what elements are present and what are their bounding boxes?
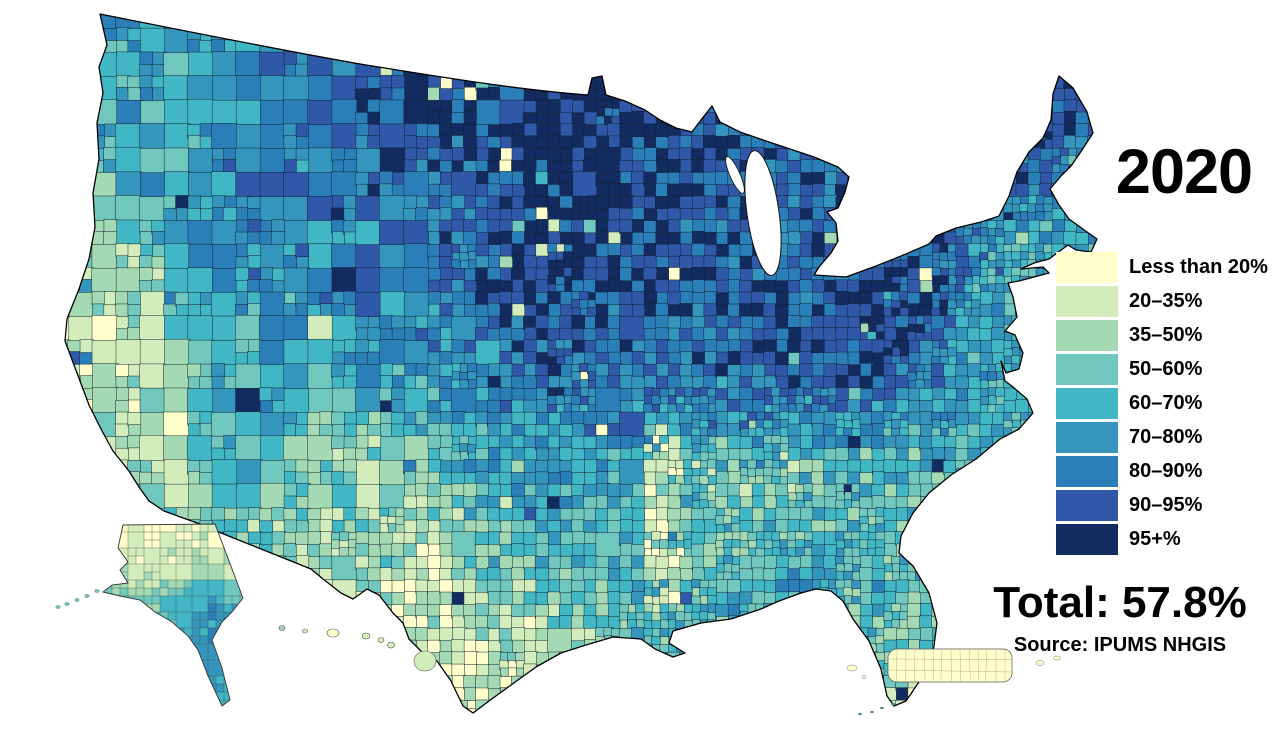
- aleutian-islands: [55, 589, 100, 609]
- legend-swatch: [1056, 388, 1118, 419]
- legend-label: Less than 20%: [1129, 256, 1268, 278]
- legend-label: 70–80%: [1129, 426, 1203, 448]
- legend-swatch: [1056, 490, 1118, 521]
- legend-item: 80–90%: [1056, 456, 1268, 487]
- total-value: Total: 57.8%: [993, 578, 1247, 627]
- legend-label: 60–70%: [1129, 392, 1203, 414]
- legend-label: 95+%: [1129, 528, 1181, 550]
- great-lakes: [725, 150, 782, 276]
- puerto-rico-inset: [846, 648, 1061, 683]
- legend-item: 90–95%: [1056, 490, 1268, 521]
- legend-label: 50–60%: [1129, 358, 1203, 380]
- legend-item: Less than 20%: [1056, 252, 1268, 283]
- legend-label: 20–35%: [1129, 290, 1203, 312]
- legend-item: 95+%: [1056, 524, 1268, 555]
- legend-item: 60–70%: [1056, 388, 1268, 419]
- legend-swatch: [1056, 524, 1118, 555]
- legend-label: 80–90%: [1129, 460, 1203, 482]
- map-legend: Less than 20% 20–35% 35–50% 50–60% 60–70…: [1056, 252, 1268, 558]
- legend-label: 90–95%: [1129, 494, 1203, 516]
- legend-swatch: [1056, 252, 1118, 283]
- legend-item: 50–60%: [1056, 354, 1268, 385]
- florida-keys: [858, 702, 895, 716]
- legend-item: 70–80%: [1056, 422, 1268, 453]
- hawaii-inset: [278, 625, 437, 672]
- legend-swatch: [1056, 422, 1118, 453]
- legend-item: 20–35%: [1056, 286, 1268, 317]
- year-title: 2020: [1115, 137, 1253, 207]
- us-outline: [64, 13, 1098, 714]
- legend-label: 35–50%: [1129, 324, 1203, 346]
- legend-item: 35–50%: [1056, 320, 1268, 351]
- source-credit: Source: IPUMS NHGIS: [1013, 634, 1227, 656]
- legend-swatch: [1056, 456, 1118, 487]
- legend-swatch: [1056, 320, 1118, 351]
- alaska-inset: [55, 523, 244, 707]
- legend-swatch: [1056, 354, 1118, 385]
- legend-swatch: [1056, 286, 1118, 317]
